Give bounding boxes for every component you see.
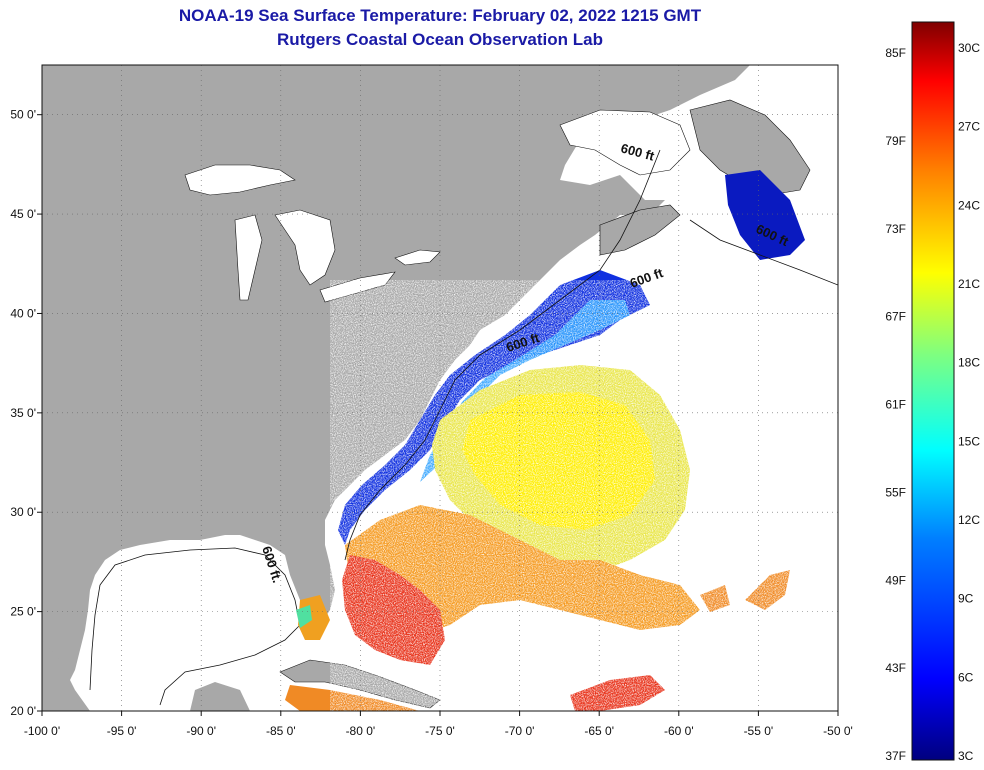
colorbar-c-label: 9C — [958, 592, 974, 606]
colorbar-c-label: 6C — [958, 670, 974, 684]
map-title: NOAA-19 Sea Surface Temperature: Februar… — [178, 6, 702, 25]
x-tick-label: -65 0' — [584, 724, 614, 738]
x-tick-label: -55 0' — [744, 724, 774, 738]
x-tick-label: -100 0' — [24, 724, 60, 738]
colorbar — [911, 21, 955, 761]
colorbar-f-label: 67F — [885, 310, 906, 324]
x-tick-label: -50 0' — [823, 724, 853, 738]
colorbar-c-label: 21C — [958, 277, 980, 291]
x-tick-label: -60 0' — [664, 724, 694, 738]
x-tick-label: -85 0' — [266, 724, 296, 738]
x-tick-label: -75 0' — [425, 724, 455, 738]
colorbar-c-label: 12C — [958, 513, 980, 527]
colorbar-celsius-labels: 30C 27C 24C 21C 18C 15C 12C 9C 6C 3C — [958, 41, 980, 763]
colorbar-c-label: 30C — [958, 41, 980, 55]
colorbar-fahrenheit-labels: 85F 79F 73F 67F 61F 55F 49F 43F 37F — [885, 46, 906, 763]
sst-gulf-florida-west — [298, 595, 330, 640]
colorbar-f-label: 37F — [885, 749, 906, 763]
land-yucatan — [42, 640, 250, 711]
sst-gulf-florida-green — [296, 605, 312, 628]
y-tick-label: 40 0' — [10, 306, 36, 320]
colorbar-f-label: 61F — [885, 398, 906, 412]
gulf-contour — [89, 547, 301, 706]
colorbar-c-label: 24C — [958, 198, 980, 212]
x-axis-ticks: -100 0' -95 0' -90 0' -85 0' -80 0' -75 0' -70… — [24, 711, 853, 738]
colorbar-f-label: 73F — [885, 222, 906, 236]
gulf-st-lawrence — [559, 109, 691, 176]
colorbar-f-label: 55F — [885, 485, 906, 499]
y-tick-label: 20 0' — [10, 704, 36, 718]
land-newfoundland — [689, 99, 811, 196]
sst-newfoundland-cold — [725, 170, 805, 260]
colorbar-c-label: 18C — [958, 356, 980, 370]
y-tick-label: 35 0' — [10, 406, 36, 420]
y-tick-label: 45 0' — [10, 207, 36, 221]
colorbar-c-label: 15C — [958, 434, 980, 448]
land-nova-scotia — [599, 204, 681, 256]
colorbar-f-label: 85F — [885, 46, 906, 60]
colorbar-f-label: 79F — [885, 134, 906, 148]
x-tick-label: -95 0' — [107, 724, 137, 738]
x-tick-label: -80 0' — [346, 724, 376, 738]
y-tick-label: 30 0' — [10, 505, 36, 519]
y-axis-ticks: 20 0' 25 0' 30 0' 35 0' 40 0' 45 0' 50 0' — [10, 108, 42, 718]
x-tick-label: -70 0' — [505, 724, 535, 738]
great-lakes — [184, 164, 441, 303]
colorbar-c-label: 3C — [958, 749, 974, 763]
colorbar-c-label: 27C — [958, 120, 980, 134]
y-tick-label: 50 0' — [10, 108, 36, 122]
y-tick-label: 25 0' — [10, 605, 36, 619]
map-subtitle: Rutgers Coastal Ocean Observation Lab — [277, 30, 603, 49]
colorbar-f-label: 43F — [885, 661, 906, 675]
x-tick-label: -90 0' — [186, 724, 216, 738]
shelf-contour — [344, 149, 838, 561]
colorbar-f-label: 49F — [885, 573, 906, 587]
cloud-speckle — [330, 280, 830, 711]
